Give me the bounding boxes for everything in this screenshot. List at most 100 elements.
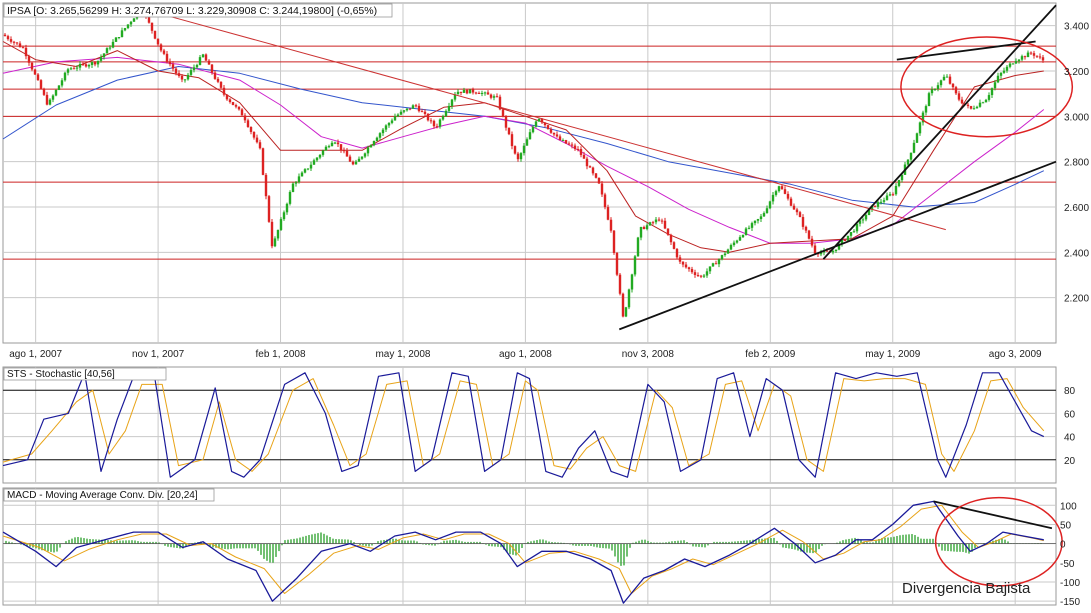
candle-body — [252, 131, 256, 138]
candle-body — [900, 174, 904, 181]
candle-body — [606, 207, 610, 220]
candle-body — [744, 228, 748, 236]
candle-body — [87, 64, 91, 67]
candle-body — [702, 275, 706, 277]
macd-panel: 100 50 0 -50 -100 -150 MACD - Moving Average … — [2, 487, 1080, 608]
candle-body — [201, 54, 205, 58]
candle-body — [228, 99, 232, 103]
candle-body — [429, 120, 433, 122]
candle-body — [9, 39, 13, 42]
stochastic-k-line — [2, 372, 1045, 478]
candle-body — [939, 80, 943, 86]
candle-body — [951, 83, 955, 88]
candle-body — [669, 234, 673, 243]
candle-body — [720, 255, 724, 260]
candle-body — [501, 109, 505, 117]
candle-body — [789, 198, 793, 206]
candle-body — [912, 142, 916, 153]
candle-body — [72, 68, 76, 70]
candle-body — [111, 41, 115, 48]
candle-body — [438, 119, 442, 127]
candle-body — [231, 102, 235, 106]
candle-body — [519, 153, 523, 160]
price-x-tick-labels: ago 1, 2007 nov 1, 2007 feb 1, 2008 may 1, … — [9, 349, 1042, 360]
candle-body — [549, 129, 553, 133]
price-trendlines — [145, 4, 1057, 331]
candle-body — [591, 167, 595, 174]
candle-body — [1026, 52, 1030, 58]
candle-body — [318, 154, 322, 158]
macd-title: MACD - Moving Average Conv. Div. [20,24] — [7, 490, 198, 501]
candle-body — [675, 248, 679, 258]
candle-body — [909, 152, 913, 160]
candle-body — [960, 99, 964, 104]
candle-body — [522, 145, 526, 154]
candle-body — [672, 242, 676, 249]
candle-body — [42, 88, 46, 95]
candle-body — [648, 222, 652, 226]
candle-body — [933, 88, 937, 90]
candle-body — [411, 105, 415, 109]
candle-body — [645, 225, 649, 230]
candle-body — [492, 96, 496, 98]
candle-body — [414, 105, 418, 107]
candle-body — [1029, 52, 1033, 54]
candle-body — [624, 307, 628, 317]
candle-body — [567, 143, 571, 145]
candle-body — [225, 94, 229, 100]
price-x-tick-label: may 1, 2009 — [865, 349, 920, 360]
candle-body — [711, 263, 715, 267]
candle-body — [726, 249, 730, 254]
price-y-tick-label: 3.200 — [1064, 67, 1089, 78]
candle-body — [750, 223, 754, 228]
price-y-tick-label: 3.400 — [1064, 22, 1089, 33]
candle-body — [852, 231, 856, 233]
price-annotation-ellipse — [900, 36, 1074, 138]
candle-body — [447, 105, 451, 111]
candle-body — [186, 74, 190, 80]
candle-body — [804, 226, 808, 231]
macd-panel-frame — [2, 487, 1057, 606]
candle-body — [513, 146, 517, 154]
candle-body — [795, 209, 799, 213]
candle-body — [834, 249, 838, 252]
candle-body — [234, 105, 238, 107]
candle-body — [612, 230, 616, 253]
candle-body — [477, 92, 481, 94]
candle-body — [219, 81, 223, 88]
candle-body — [330, 142, 334, 147]
candle-body — [588, 166, 592, 168]
stochastic-y-tick-labels: 20 40 60 80 — [1064, 386, 1076, 467]
candle-body — [693, 272, 697, 275]
candle-body — [699, 275, 703, 277]
candle-body — [303, 169, 307, 173]
candle-body — [732, 242, 736, 246]
candle-body — [525, 139, 529, 146]
candle-body — [417, 105, 421, 112]
candle-body — [276, 229, 280, 239]
candle-body — [441, 116, 445, 120]
candle-body — [390, 120, 394, 123]
candle-body — [66, 69, 70, 73]
candle-body — [618, 274, 622, 294]
candle-body — [156, 38, 160, 45]
candle-body — [837, 243, 841, 250]
candle-body — [1002, 70, 1006, 73]
candle-body — [12, 41, 16, 43]
candle-body — [729, 245, 733, 250]
macd-highlight-ellipse — [934, 496, 1063, 587]
candle-body — [1023, 56, 1027, 58]
candle-body — [534, 121, 538, 127]
candle-body — [117, 37, 121, 39]
macd-y-tick-labels: 100 50 0 -50 -100 -150 — [1060, 501, 1080, 608]
candle-body — [18, 43, 22, 48]
candle-body — [660, 220, 664, 222]
macd-annotation-ellipse — [934, 496, 1063, 587]
candle-body — [687, 267, 691, 270]
candle-body — [204, 54, 208, 61]
candle-body — [381, 129, 385, 134]
candle-body — [177, 73, 181, 76]
candle-body — [690, 269, 694, 273]
candle-body — [714, 263, 718, 265]
